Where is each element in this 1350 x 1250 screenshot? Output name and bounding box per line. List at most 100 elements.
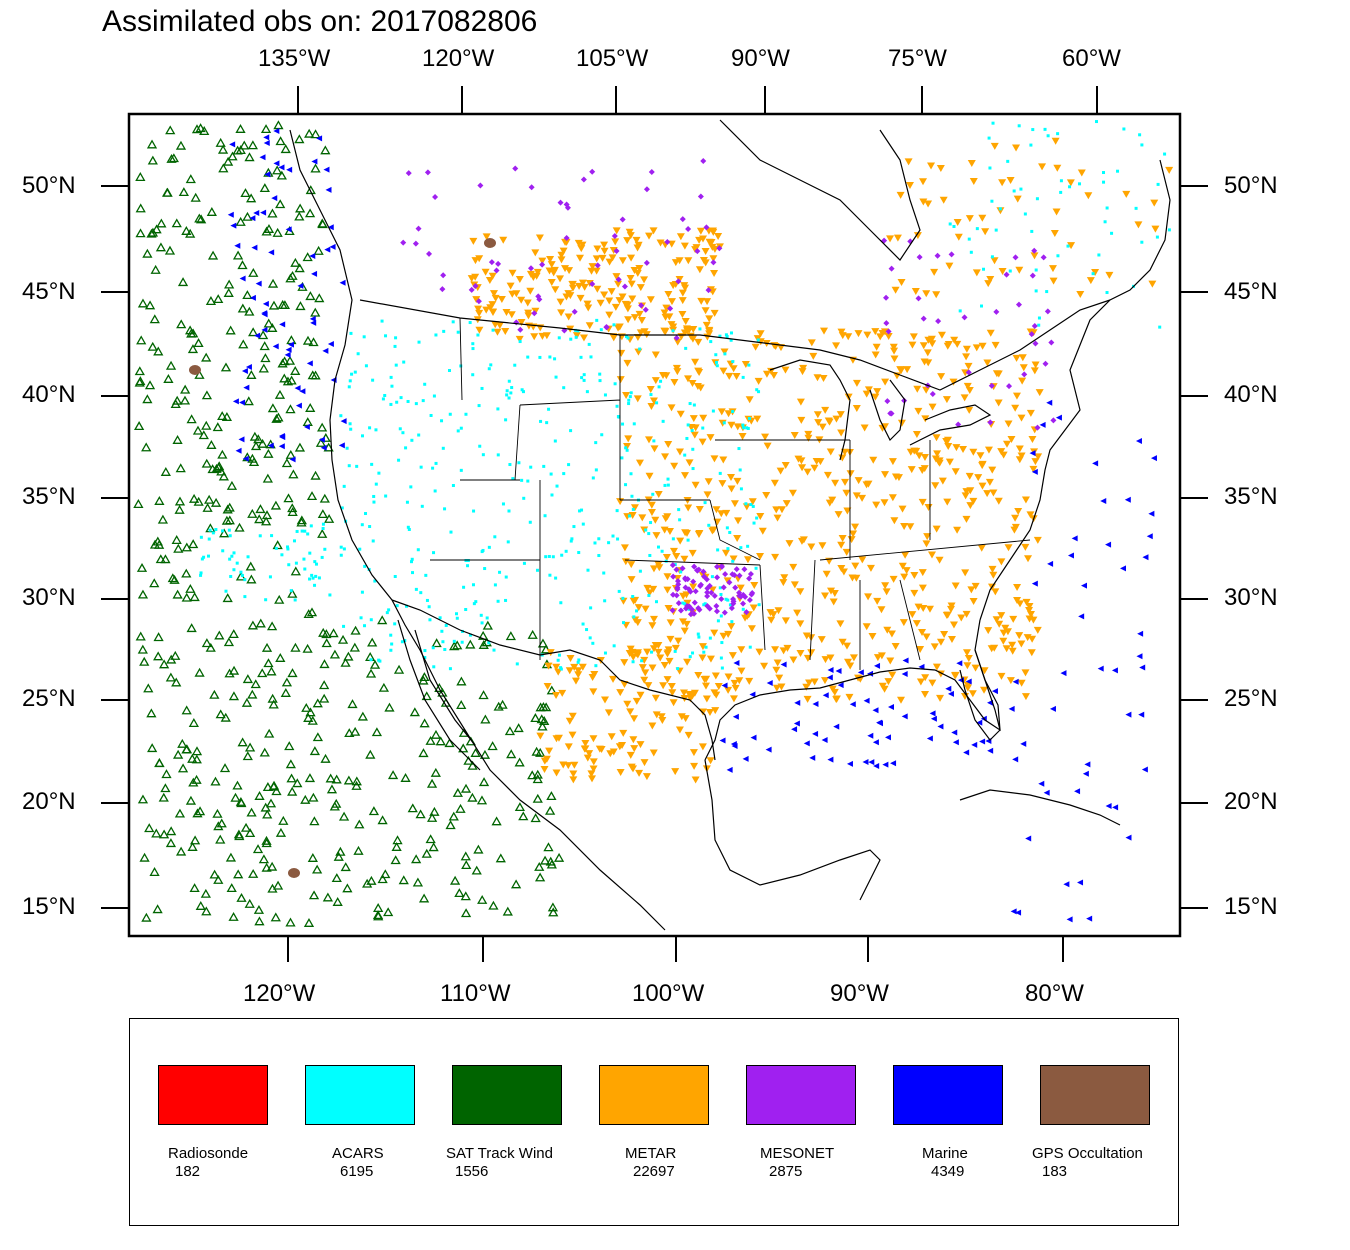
obs-marker [264,728,275,738]
obs-marker [137,298,149,308]
obs-marker [1017,640,1026,648]
obs-marker [155,242,167,252]
obs-marker [502,309,511,317]
obs-marker [730,620,734,624]
obs-marker [360,590,364,594]
obs-marker [695,266,704,274]
obs-marker [576,660,580,664]
obs-marker [465,736,476,746]
obs-marker [313,245,324,255]
obs-marker [511,477,515,481]
obs-marker [613,382,617,386]
obs-marker [221,529,225,533]
obs-marker [569,770,578,778]
obs-marker [561,238,570,246]
obs-marker [703,224,710,231]
obs-marker [481,453,485,457]
obs-marker [702,321,711,329]
obs-marker [608,254,617,262]
obs-marker [951,671,960,679]
obs-marker [459,468,463,472]
obs-marker [929,710,936,717]
obs-marker [301,702,312,712]
obs-marker [913,385,922,393]
obs-marker [612,323,616,327]
obs-marker [417,340,421,344]
map-border [127,112,1182,938]
obs-marker [910,589,919,597]
obs-marker [261,226,272,236]
obs-marker [629,736,638,744]
obs-marker [1017,452,1026,460]
obs-marker [682,529,691,537]
bottom-axis-label: 80°W [1025,980,1084,1007]
obs-marker [690,689,699,697]
obs-marker [294,561,298,565]
obs-marker [419,591,423,595]
obs-marker [931,482,940,490]
obs-marker [536,296,543,303]
obs-marker [487,545,491,549]
obs-marker [194,667,205,677]
obs-marker [136,335,147,345]
obs-marker [669,282,678,290]
obs-marker [478,777,490,787]
obs-marker [368,525,372,529]
legend-count: 22697 [633,1163,675,1180]
obs-marker [635,459,644,467]
obs-marker [710,629,719,637]
obs-marker [254,332,261,339]
obs-marker [205,642,216,652]
obs-marker [171,218,182,228]
obs-marker [648,722,657,730]
obs-marker [325,773,336,783]
obs-marker [347,464,351,468]
obs-marker [309,253,316,260]
obs-marker [881,471,890,479]
obs-marker [937,331,946,339]
obs-marker [975,227,979,231]
obs-marker [146,139,158,149]
obs-marker [210,776,221,786]
obs-marker [265,798,277,808]
obs-marker [974,474,983,482]
obs-marker [444,738,455,748]
obs-marker [588,673,597,681]
obs-marker [803,654,812,662]
obs-marker [745,396,754,404]
obs-marker [371,727,383,737]
obs-marker [726,598,730,602]
obs-marker [1006,677,1015,685]
obs-marker [916,678,925,686]
obs-marker [400,640,404,644]
obs-marker [548,355,552,359]
obs-marker [1071,535,1078,542]
obs-marker [881,582,890,590]
obs-marker [779,647,788,655]
obs-marker [998,179,1007,187]
obs-marker [900,573,909,581]
baja-peninsula [397,619,481,771]
legend-item-mesonet: MESONET 2875 [746,1065,858,1180]
obs-marker [705,330,714,338]
obs-marker [962,610,971,618]
obs-marker [616,376,625,384]
obs-marker [1097,665,1104,672]
obs-marker [1067,552,1074,559]
obs-marker [822,570,831,578]
obs-marker [1019,364,1028,372]
obs-marker [271,413,282,423]
obs-marker [161,187,173,197]
obs-marker [252,844,264,854]
obs-marker [605,258,614,266]
obs-marker [139,852,150,862]
obs-marker [968,690,977,698]
obs-marker [532,793,543,803]
obs-marker [718,471,722,475]
obs-marker [303,529,307,533]
obs-marker [697,297,706,305]
obs-marker [731,360,735,364]
obs-marker [578,509,582,513]
obs-marker [724,597,728,601]
obs-marker [201,638,213,648]
